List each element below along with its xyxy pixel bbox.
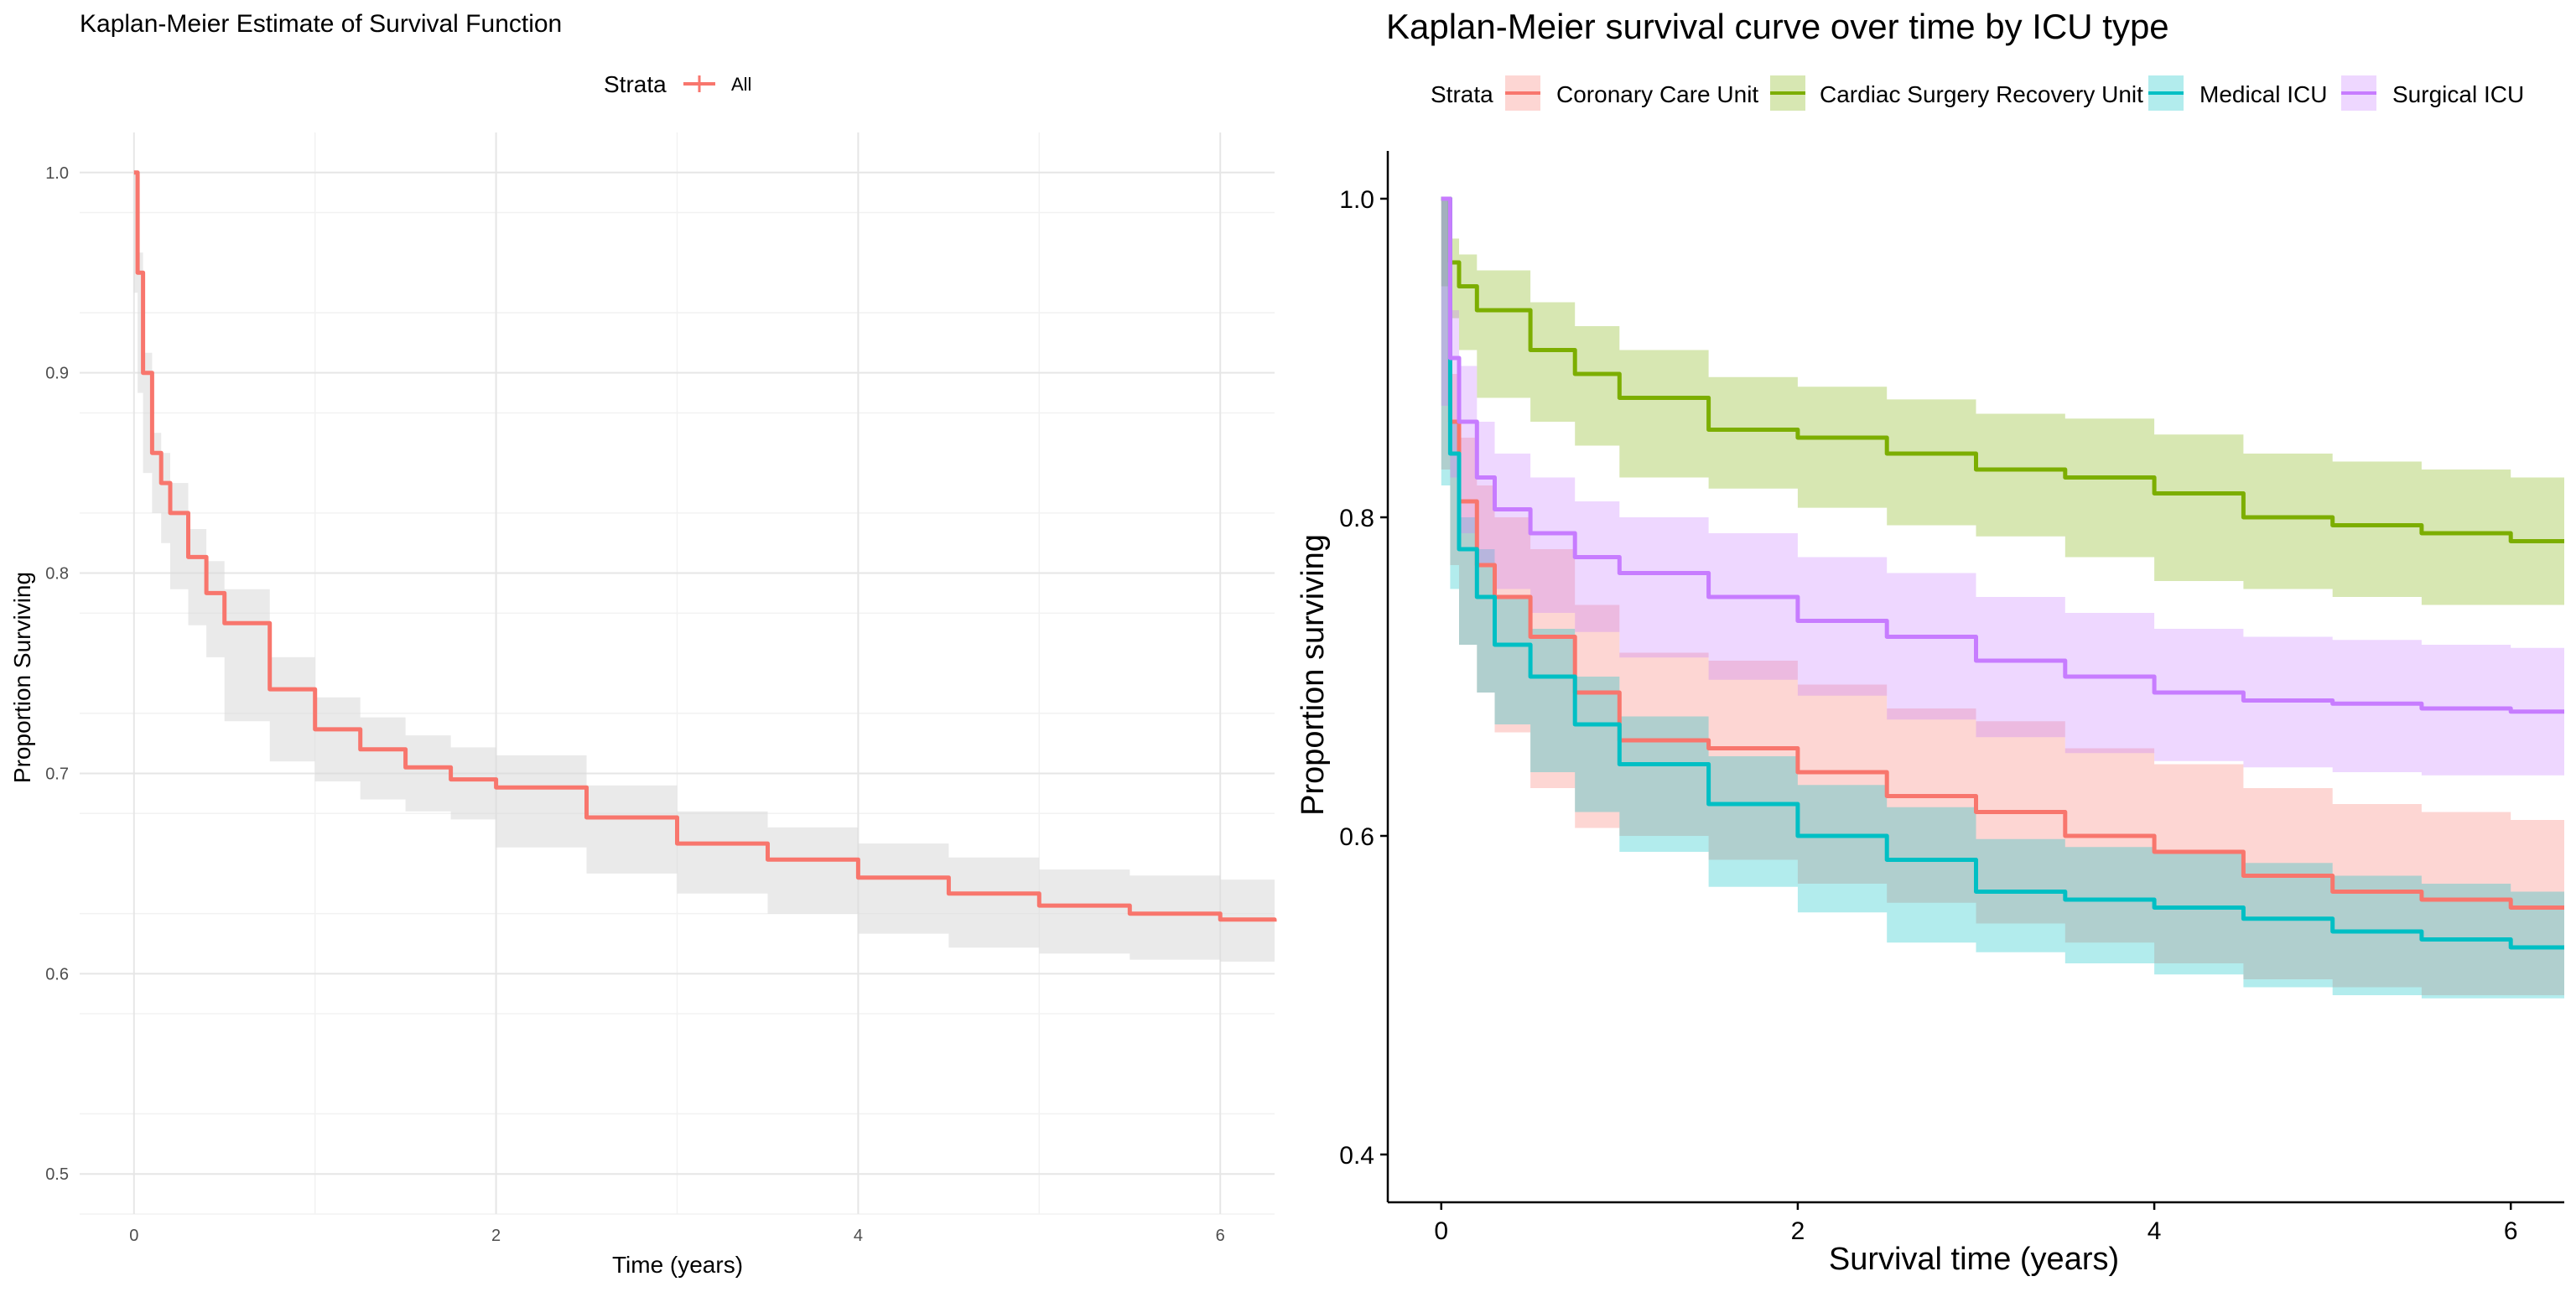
left-plot-area: 0.5 0.6 0.7 0.8 0.9 1.0 0 2 4 6: [45, 132, 1277, 1245]
right-survival-line-surgical-icu: [1441, 196, 2564, 714]
right-y-tick-label: 1.0: [1339, 186, 1374, 214]
legend-label-cardiac-surgery: Cardiac Surgery Recovery Unit: [1820, 81, 2143, 107]
left-survival-line-all: [133, 170, 1277, 922]
left-legend-label: All: [731, 74, 751, 95]
right-ci-band-surgical-icu: [1441, 199, 2564, 776]
right-x-axis-label: Survival time (years): [1829, 1242, 2119, 1277]
left-x-tick-label: 2: [491, 1227, 501, 1245]
legend-label-medical-icu: Medical ICU: [2199, 81, 2327, 107]
right-ci-band-cardiac-surgery-recovery-unit: [1441, 199, 2564, 605]
right-survival-line-medical-icu: [1441, 196, 2564, 950]
right-ci-band-coronary-care-unit: [1441, 199, 2564, 995]
right-y-tick-label: 0.8: [1339, 505, 1374, 532]
left-y-axis-label: Proportion Surviving: [9, 572, 35, 783]
left-x-tick-label: 4: [854, 1227, 863, 1245]
legend-label-surgical-icu: Surgical ICU: [2392, 81, 2524, 107]
left-y-tick-label: 0.6: [45, 965, 69, 983]
right-x-tick-label: 2: [1791, 1217, 1805, 1245]
right-y-tick-label: 0.6: [1339, 823, 1374, 851]
left-y-tick-label: 0.7: [45, 765, 69, 783]
right-chart-title: Kaplan-Meier survival curve over time by…: [1386, 7, 2169, 46]
right-survival-line-cardiac-surgery-recovery-unit: [1441, 196, 2564, 543]
right-x-tick-label: 4: [2148, 1217, 2162, 1245]
left-y-tick-label: 1.0: [45, 164, 69, 183]
right-plot-area: 0.4 0.6 0.8 1.0 0 2 4 6: [1339, 151, 2564, 1245]
legend-label-coronary-care-unit: Coronary Care Unit: [1556, 81, 1758, 107]
left-ci-band-all: [133, 172, 1275, 963]
left-x-tick-label: 0: [129, 1227, 138, 1245]
right-legend-title: Strata: [1431, 81, 1493, 107]
left-x-axis-label: Time (years): [612, 1252, 743, 1278]
right-y-axis-label: Proportion surviving: [1296, 534, 1331, 816]
left-y-tick-label: 0.8: [45, 565, 69, 584]
right-x-tick-label: 6: [2504, 1217, 2518, 1245]
left-legend-title: Strata: [604, 71, 667, 97]
right-ci-band-medical-icu: [1441, 199, 2564, 999]
left-y-tick-label: 0.5: [45, 1165, 69, 1184]
right-x-tick-label: 0: [1434, 1217, 1448, 1245]
left-x-tick-label: 6: [1216, 1227, 1225, 1245]
left-y-tick-label: 0.9: [45, 365, 69, 383]
right-y-tick-label: 0.4: [1339, 1142, 1374, 1170]
left-chart-title: Kaplan-Meier Estimate of Survival Functi…: [80, 10, 562, 38]
